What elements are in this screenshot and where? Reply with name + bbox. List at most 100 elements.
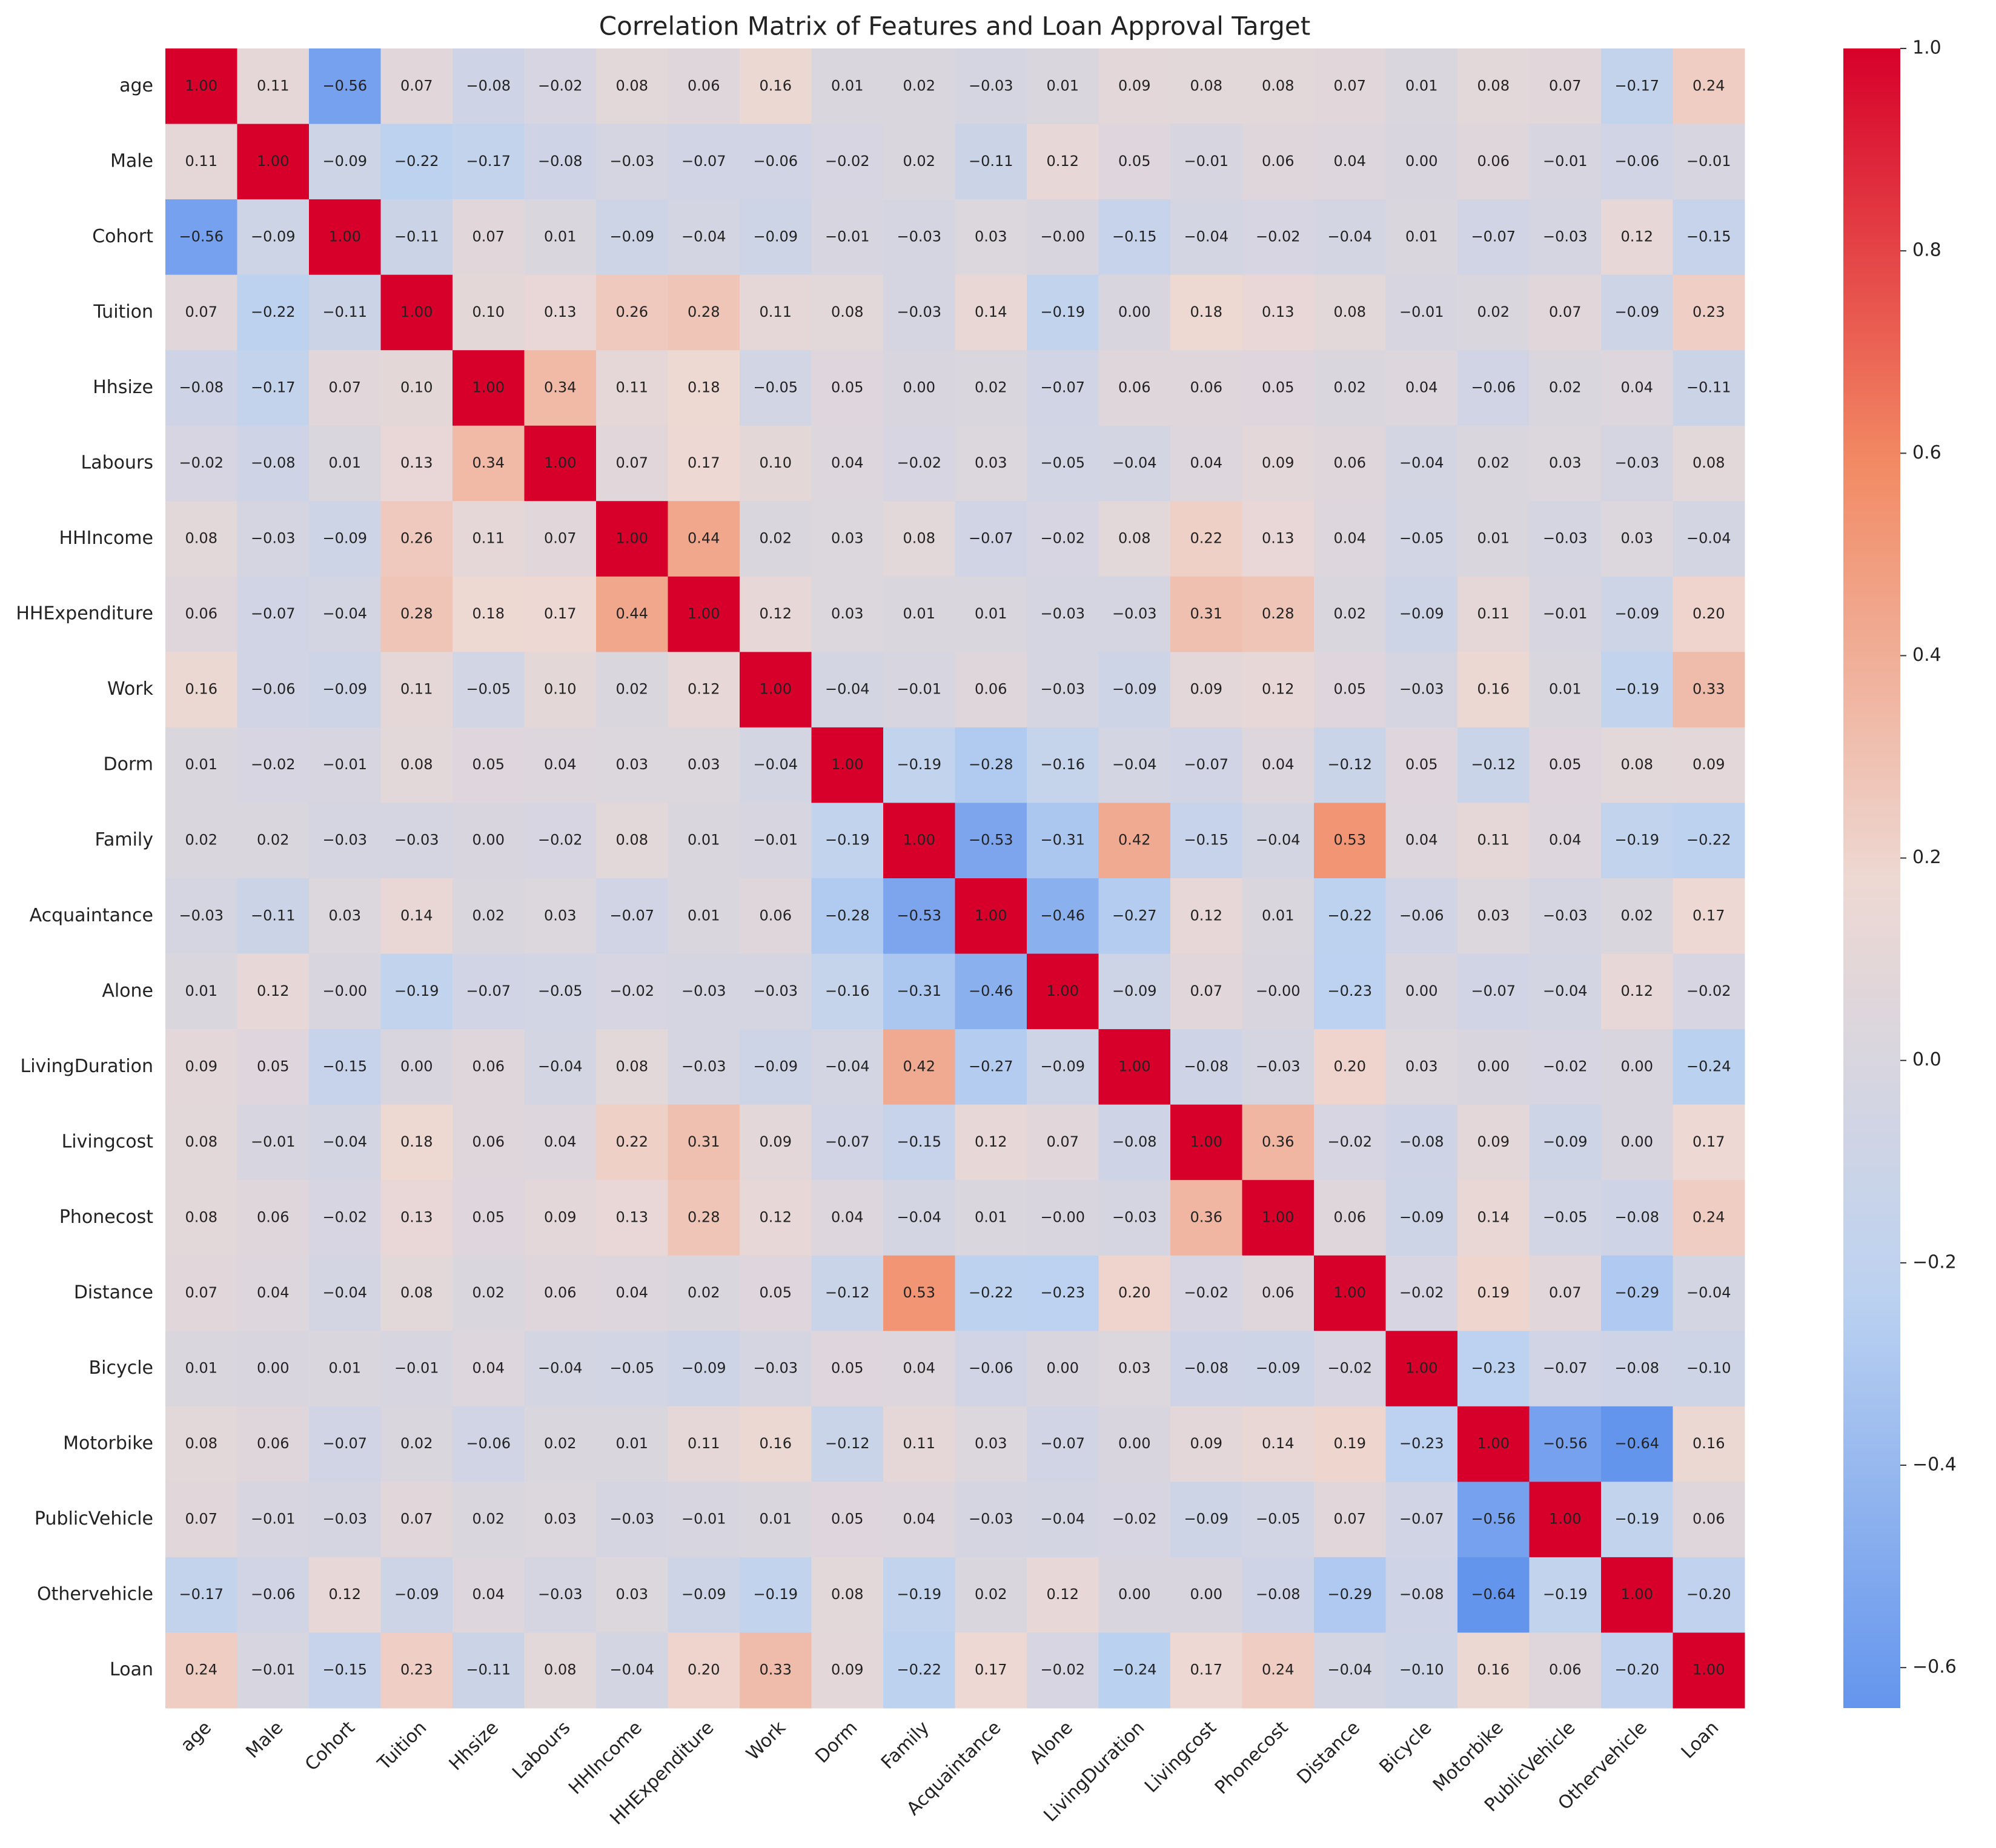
cell-label: 0.22 — [616, 1133, 648, 1150]
heatmap-cell — [596, 1331, 668, 1407]
heatmap-cell — [740, 1029, 812, 1105]
heatmap-cell — [453, 1255, 525, 1331]
cell-label: −0.02 — [179, 454, 224, 471]
cell-label: 0.09 — [1693, 756, 1725, 773]
cell-label: 0.12 — [760, 605, 792, 622]
cell-label: 0.20 — [1693, 605, 1725, 622]
heatmap-cell — [1529, 1632, 1602, 1709]
cell-label: −0.04 — [1112, 454, 1157, 471]
heatmap-cell — [309, 1104, 381, 1181]
cell-label: 1.00 — [1693, 1661, 1725, 1678]
heatmap-cell — [453, 727, 525, 803]
cell-label: 0.13 — [1262, 530, 1294, 547]
cell-label: 1.00 — [1477, 1435, 1510, 1452]
cell-label: −0.02 — [1327, 1360, 1372, 1377]
cell-label: 0.09 — [1477, 1133, 1510, 1150]
cell-label: 0.10 — [544, 681, 576, 698]
cell-label: −0.01 — [897, 681, 941, 698]
cell-label: −0.04 — [322, 1284, 367, 1301]
cell-label: 0.33 — [760, 1661, 792, 1678]
heatmap-cell — [237, 1632, 310, 1709]
cell-label: −0.08 — [1614, 1360, 1659, 1377]
cell-label: −0.01 — [1543, 153, 1588, 170]
heatmap-cell — [1601, 48, 1673, 125]
cell-label: 0.04 — [903, 1360, 935, 1377]
heatmap-cell — [380, 1482, 453, 1558]
cell-label: 0.04 — [1334, 153, 1366, 170]
cell-label: 0.06 — [1118, 379, 1150, 396]
heatmap-cell — [668, 350, 740, 426]
heatmap-cell — [955, 1331, 1027, 1407]
heatmap-cell — [1098, 1029, 1171, 1105]
cell-label: 0.04 — [616, 1284, 648, 1301]
heatmap-cell — [668, 1331, 740, 1407]
heatmap-cell — [524, 1557, 597, 1633]
heatmap-cell — [1242, 350, 1315, 426]
cell-label: 0.12 — [1621, 982, 1653, 999]
cell-label: 0.04 — [257, 1284, 289, 1301]
heatmap-cell — [309, 1557, 381, 1633]
cell-label: −0.04 — [322, 605, 367, 622]
cell-label: 0.01 — [760, 1511, 792, 1528]
cell-label: 0.02 — [472, 1284, 505, 1301]
heatmap-cell — [309, 350, 381, 426]
cell-label: −0.15 — [897, 1133, 941, 1150]
y-tick-label: Labours — [81, 452, 153, 474]
cell-label: 0.13 — [400, 1208, 433, 1225]
cell-label: 0.07 — [1190, 982, 1222, 999]
y-tick-label: Distance — [74, 1282, 153, 1303]
cell-label: −0.24 — [1686, 1058, 1731, 1075]
heatmap-cell — [1314, 1255, 1386, 1331]
cell-label: 0.02 — [257, 832, 289, 849]
heatmap-cell — [237, 1331, 310, 1407]
heatmap-cell — [1170, 124, 1242, 200]
cell-label: 0.11 — [760, 303, 792, 320]
cell-label: 0.08 — [185, 1133, 217, 1150]
heatmap-cell — [1170, 652, 1242, 728]
heatmap-cell — [165, 652, 237, 728]
cell-label: 0.02 — [760, 530, 792, 547]
cell-label: −0.53 — [969, 832, 1013, 849]
cell-label: −0.27 — [1112, 907, 1157, 924]
cell-label: −0.02 — [1686, 982, 1731, 999]
cell-label: −0.17 — [466, 153, 511, 170]
heatmap-cell — [1027, 727, 1099, 803]
cell-label: −0.53 — [897, 907, 941, 924]
heatmap-cell — [237, 350, 310, 426]
cell-label: 0.16 — [1477, 1661, 1510, 1678]
cell-label: −0.56 — [179, 228, 224, 245]
heatmap-cell — [668, 1255, 740, 1331]
cell-label: 0.11 — [1477, 605, 1510, 622]
cell-label: 0.09 — [831, 1661, 863, 1678]
heatmap-cell — [1098, 199, 1171, 276]
heatmap-cell — [955, 1557, 1027, 1633]
cell-label: 0.01 — [616, 1435, 648, 1452]
cell-label: 1.00 — [1334, 1284, 1366, 1301]
cell-label: −0.02 — [1040, 530, 1085, 547]
cell-label: 0.14 — [1477, 1208, 1510, 1225]
colorbar — [1843, 48, 1900, 1708]
cell-label: −0.08 — [538, 153, 583, 170]
heatmap-cell — [1098, 1104, 1171, 1181]
y-tick-label: age — [119, 75, 153, 96]
cell-label: −0.07 — [322, 1435, 367, 1452]
heatmap-cell — [1601, 1029, 1673, 1105]
cell-label: −0.09 — [1112, 681, 1157, 698]
heatmap-cell — [1027, 1029, 1099, 1105]
heatmap-cell — [1242, 199, 1315, 276]
heatmap-cell — [1457, 124, 1530, 200]
heatmap-cell — [1529, 1557, 1602, 1633]
cell-label: −0.08 — [1112, 1133, 1157, 1150]
heatmap-cell — [1098, 953, 1171, 1030]
cell-label: 0.04 — [1262, 756, 1294, 773]
cell-label: 0.04 — [831, 454, 863, 471]
cell-label: 0.17 — [544, 605, 576, 622]
heatmap-cell — [1673, 1029, 1745, 1105]
heatmap-cell — [1098, 1406, 1171, 1482]
cell-label: 0.06 — [185, 605, 217, 622]
heatmap-cell — [1385, 878, 1458, 955]
heatmap-cell — [1457, 425, 1530, 502]
heatmap-cell — [955, 878, 1027, 955]
heatmap-cell — [1529, 878, 1602, 955]
cell-label: 0.34 — [472, 454, 505, 471]
